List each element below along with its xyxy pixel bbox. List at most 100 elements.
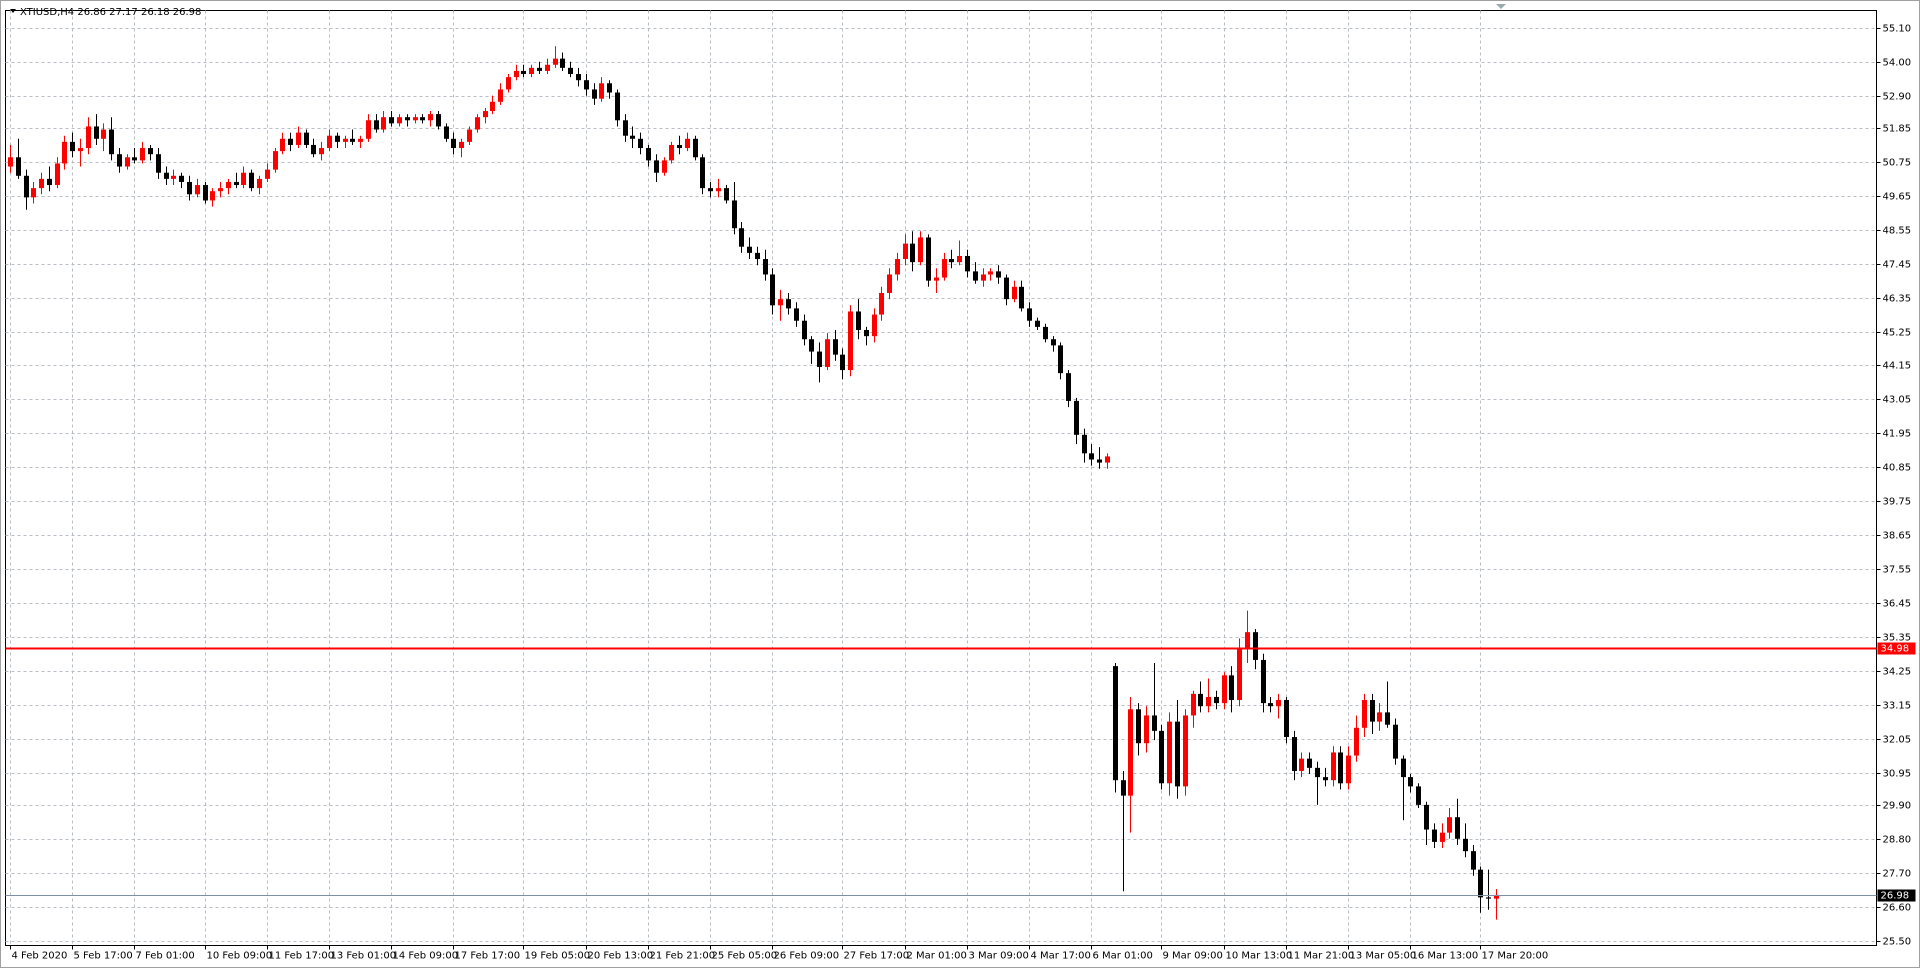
candle-body — [62, 141, 67, 164]
candle-body — [171, 175, 176, 179]
x-tick-label: 25 Feb 05:00 — [712, 951, 778, 962]
candle-body — [1424, 804, 1429, 830]
candle-body — [1447, 817, 1452, 833]
y-tick-label: 29.90 — [1883, 801, 1912, 812]
candle-body — [451, 138, 456, 149]
candle-body — [926, 237, 931, 281]
candle-body — [638, 138, 643, 149]
candle-body — [1432, 829, 1437, 842]
candle-body — [981, 274, 986, 281]
candle-body — [210, 191, 215, 201]
y-tick-label: 33.15 — [1883, 701, 1912, 712]
x-tick-label: 19 Feb 05:00 — [525, 951, 591, 962]
candle-body — [537, 67, 542, 71]
candle-body — [1051, 339, 1056, 346]
candle-body — [304, 132, 309, 145]
candle-body — [1136, 709, 1141, 744]
y-tick-label: 50.75 — [1883, 158, 1912, 169]
candle-body — [467, 129, 472, 142]
candle-body — [257, 178, 262, 189]
candle-body — [1346, 755, 1351, 784]
candle-body — [39, 178, 44, 189]
chart-title: XTIUSD,H4 26.86 27.17 26.18 26.98 — [20, 7, 201, 18]
candle-body — [1284, 700, 1289, 738]
candle-body — [1299, 758, 1304, 771]
candle-body — [599, 83, 604, 99]
candle-body — [1370, 700, 1375, 722]
candle-body — [156, 154, 161, 173]
candle-body — [1183, 715, 1188, 787]
x-tick-label: 10 Feb 09:00 — [207, 951, 273, 962]
candle-body — [86, 126, 91, 149]
candle-body — [732, 200, 737, 229]
candle-body — [1152, 715, 1157, 731]
candle-body — [1229, 675, 1234, 701]
candle-body — [366, 120, 371, 139]
x-tick-label: 5 Feb 17:00 — [74, 951, 133, 962]
candle-body — [996, 271, 1001, 278]
candle-body — [1408, 777, 1413, 787]
x-tick-label: 21 Feb 21:00 — [650, 951, 716, 962]
candle-body — [101, 129, 106, 139]
candle-body — [31, 188, 36, 198]
candle-body — [669, 144, 674, 161]
candle-body — [1058, 345, 1063, 374]
candle-body — [1027, 308, 1032, 321]
x-tick-label: 26 Feb 09:00 — [774, 951, 840, 962]
candle-body — [1113, 666, 1118, 781]
candle-body — [1323, 777, 1328, 781]
candle-body — [1385, 712, 1390, 725]
candle-body — [903, 243, 908, 260]
candle-body — [265, 169, 270, 179]
candle-body — [778, 299, 783, 306]
candle-body — [273, 151, 278, 170]
candle-body — [895, 259, 900, 275]
candle-body — [1315, 767, 1320, 778]
candle-body — [1222, 675, 1227, 704]
x-tick-label: 9 Mar 09:00 — [1163, 951, 1223, 962]
y-tick-label: 45.25 — [1883, 328, 1912, 339]
candle-body — [1471, 851, 1476, 870]
candle-body — [405, 117, 410, 121]
candle-body — [234, 181, 239, 186]
candle-body — [70, 141, 75, 152]
candle-body — [218, 188, 223, 192]
candle-body — [802, 320, 807, 340]
candle-body — [148, 148, 153, 155]
candle-body — [350, 138, 355, 142]
candle-body — [179, 175, 184, 182]
candle-body — [343, 138, 348, 142]
x-tick-label: 11 Feb 17:00 — [269, 951, 335, 962]
price-tag-label: 34.98 — [1881, 644, 1910, 655]
candle-body — [47, 178, 52, 186]
x-tick-label: 7 Feb 01:00 — [136, 951, 195, 962]
menu-arrow[interactable] — [10, 9, 16, 13]
candle-body — [576, 74, 581, 81]
candle-body — [420, 117, 425, 121]
candle-body — [1191, 693, 1196, 716]
candle-body — [1004, 277, 1009, 300]
candle-body — [739, 228, 744, 247]
candle-body — [1338, 752, 1343, 784]
candle-body — [109, 129, 114, 155]
candle-body — [763, 259, 768, 275]
candle-body — [514, 70, 519, 78]
candle-body — [1362, 700, 1367, 728]
candle-body — [187, 181, 192, 195]
y-tick-label: 25.50 — [1883, 937, 1912, 948]
candle-body — [662, 160, 667, 173]
candle-body — [1354, 727, 1359, 756]
candle-body — [825, 339, 830, 367]
y-tick-label: 54.00 — [1883, 58, 1912, 69]
y-tick-label: 44.15 — [1883, 361, 1912, 372]
candle-body — [521, 70, 526, 75]
candle-body — [335, 135, 340, 142]
grid: 55.10 54.00 52.90 51.85 50.75 49.65 48.55 47.45… — [5, 10, 1912, 962]
candle-body — [1486, 897, 1491, 899]
candle-body — [374, 120, 379, 130]
candle-body — [794, 308, 799, 321]
candle-body — [949, 259, 954, 263]
